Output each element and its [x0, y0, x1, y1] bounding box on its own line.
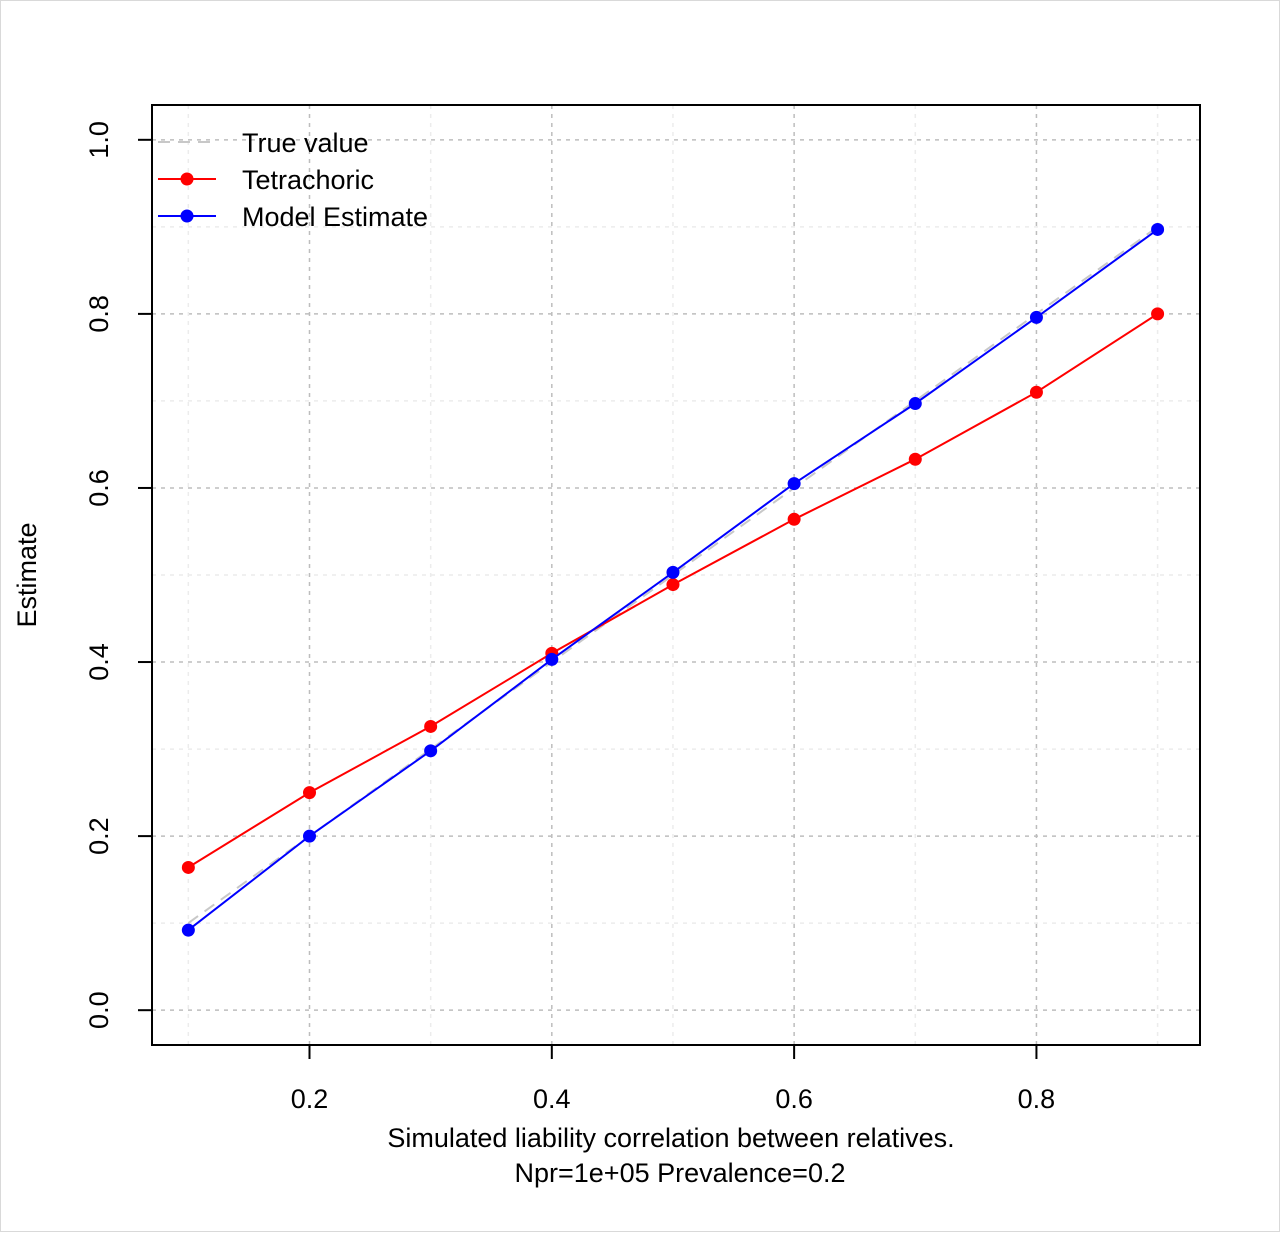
y-axis-label: Estimate	[12, 522, 42, 627]
legend-true-value-label: True value	[242, 128, 369, 158]
y-tick-label: 0.2	[84, 817, 114, 855]
model-estimate-point	[424, 744, 438, 758]
y-tick-label: 0.6	[84, 469, 114, 507]
legend-tetrachoric-marker	[180, 172, 194, 186]
x-tick-label: 0.4	[533, 1084, 571, 1114]
tetrachoric-point	[908, 452, 922, 466]
tetrachoric-point	[424, 719, 438, 733]
x-axis-label: Simulated liability correlation between …	[387, 1123, 954, 1153]
model-estimate-point	[1151, 222, 1165, 236]
axes: 0.2 0.4 0.6 0.8 0.0 0.2 0.4 0.6 0.8 1.0	[84, 121, 1055, 1114]
legend: True value Tetrachoric Model Estimate	[158, 128, 428, 232]
model-estimate-point	[787, 477, 801, 491]
legend-model-estimate-marker	[180, 209, 194, 223]
x-axis-sublabel: Npr=1e+05 Prevalence=0.2	[515, 1158, 846, 1188]
x-tick-label: 0.2	[291, 1084, 329, 1114]
model-estimate-point	[181, 923, 195, 937]
tetrachoric-point	[181, 860, 195, 874]
x-tick-label: 0.6	[775, 1084, 813, 1114]
tetrachoric-point	[666, 578, 680, 592]
y-tick-label: 0.0	[84, 991, 114, 1029]
x-tick-label: 0.8	[1018, 1084, 1056, 1114]
model-estimate-point	[908, 397, 922, 411]
tetrachoric-point	[1029, 385, 1043, 399]
tetrachoric-point	[1151, 307, 1165, 321]
legend-model-estimate-label: Model Estimate	[242, 202, 428, 232]
y-tick-label: 1.0	[84, 121, 114, 159]
tetrachoric-point	[303, 786, 317, 800]
plot-border	[151, 104, 1201, 1046]
tetrachoric-point	[787, 512, 801, 526]
y-tick-label: 0.8	[84, 295, 114, 333]
series-layer	[181, 222, 1165, 937]
model-estimate-point	[303, 829, 317, 843]
y-tick-label: 0.4	[84, 643, 114, 681]
model-estimate-point	[1029, 310, 1043, 324]
legend-tetrachoric-label: Tetrachoric	[242, 165, 374, 195]
model-estimate-point	[666, 565, 680, 579]
model-estimate-point	[545, 652, 559, 666]
